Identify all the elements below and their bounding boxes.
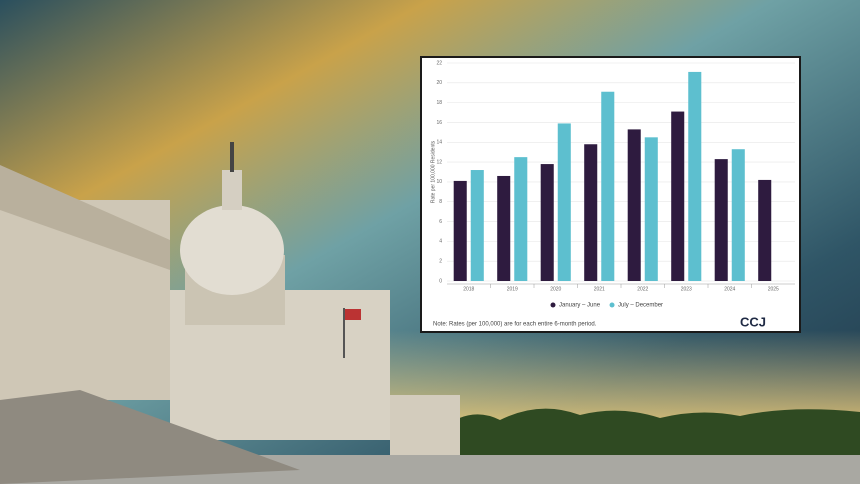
x-tick-label: 2022 <box>637 286 648 292</box>
y-tick-label: 10 <box>436 179 442 185</box>
legend-label: July – December <box>618 303 663 309</box>
bar <box>557 123 571 281</box>
bar <box>671 111 685 282</box>
bar <box>514 157 528 281</box>
x-tick-label: 2020 <box>550 286 561 292</box>
y-tick-label: 6 <box>439 219 442 225</box>
x-tick-label: 2025 <box>768 286 779 292</box>
y-tick-label: 0 <box>439 278 442 284</box>
bar <box>453 180 467 281</box>
x-tick-label: 2023 <box>681 286 692 292</box>
bar <box>627 129 641 281</box>
y-tick-label: 14 <box>436 140 442 146</box>
x-tick-label: 2021 <box>594 286 605 292</box>
y-tick-label: 2 <box>439 259 442 265</box>
y-tick-label: 16 <box>436 120 442 126</box>
trees <box>440 408 860 460</box>
bar <box>584 144 598 281</box>
y-axis-label: Rate per 100,000 Residents <box>430 140 436 203</box>
bar <box>688 71 702 281</box>
y-tick-label: 18 <box>436 100 442 106</box>
y-tick-label: 22 <box>436 60 442 66</box>
x-tick-label: 2024 <box>724 286 735 292</box>
capitol <box>0 142 460 484</box>
y-tick-label: 8 <box>439 199 442 205</box>
legend-label: January – June <box>559 303 601 309</box>
bar <box>731 149 745 281</box>
legend-swatch <box>550 302 556 308</box>
y-tick-label: 12 <box>436 159 442 165</box>
x-tick-label: 2019 <box>507 286 518 292</box>
bar <box>497 175 511 281</box>
bar <box>601 91 615 282</box>
y-tick-label: 4 <box>439 239 442 245</box>
note: Note: Rates (per 100,000) are for each e… <box>433 322 597 328</box>
logo: CCJ <box>740 314 766 329</box>
legend-swatch <box>609 302 615 308</box>
bar <box>758 179 772 281</box>
x-tick-label: 2018 <box>463 286 474 292</box>
bar <box>540 164 554 281</box>
bar <box>470 170 484 281</box>
bar <box>644 137 658 281</box>
y-tick-label: 20 <box>436 80 442 86</box>
bar <box>714 159 728 281</box>
